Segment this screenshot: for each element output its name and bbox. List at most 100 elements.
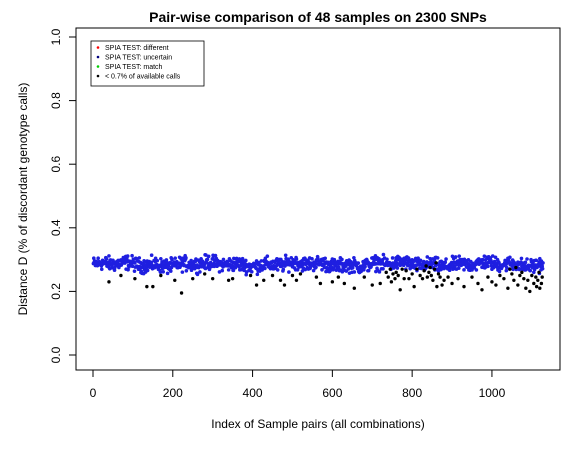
data-point <box>300 269 305 273</box>
x-tick-label: 200 <box>163 386 183 400</box>
data-point <box>107 280 111 284</box>
data-point <box>255 272 260 277</box>
data-point <box>510 272 514 276</box>
data-point <box>254 283 259 287</box>
x-tick-label: 1000 <box>479 386 506 400</box>
data-point <box>386 275 390 279</box>
data-point <box>525 257 529 261</box>
data-point <box>207 267 212 272</box>
data-point <box>275 268 280 272</box>
data-point <box>456 276 460 281</box>
legend-box <box>90 40 205 87</box>
data-point <box>377 270 382 274</box>
data-point <box>453 255 458 259</box>
data-point <box>125 254 130 258</box>
data-point <box>231 268 236 273</box>
data-point <box>159 256 163 261</box>
data-point <box>328 268 333 273</box>
data-point <box>221 257 226 262</box>
data-point <box>352 286 357 290</box>
data-point <box>393 258 398 263</box>
data-point <box>494 283 498 287</box>
data-point <box>342 281 347 286</box>
data-point <box>130 264 135 268</box>
x-tick-label: 800 <box>402 386 422 400</box>
data-point <box>447 268 452 273</box>
data-point <box>462 268 466 272</box>
data-point <box>480 257 485 262</box>
data-point <box>504 265 509 270</box>
data-point <box>352 270 357 274</box>
data-point <box>112 268 117 273</box>
data-point <box>137 256 142 260</box>
data-point <box>226 268 231 272</box>
data-point <box>502 276 506 281</box>
data-point <box>99 267 104 272</box>
data-point <box>370 283 374 287</box>
data-point <box>262 278 266 282</box>
data-point <box>147 265 152 270</box>
data-point <box>282 283 287 287</box>
data-point <box>195 272 200 277</box>
data-point <box>270 273 275 278</box>
data-point <box>213 253 218 258</box>
data-point <box>189 258 193 263</box>
legend-label: SPIA TEST: uncertain <box>105 55 172 62</box>
data-point <box>398 288 402 292</box>
data-point <box>402 276 406 281</box>
data-point <box>378 281 382 286</box>
data-point <box>482 254 487 258</box>
data-point <box>516 283 520 287</box>
data-point <box>407 276 411 281</box>
data-point <box>524 286 528 290</box>
data-point <box>313 262 318 266</box>
data-point <box>314 275 319 279</box>
data-point <box>536 278 540 282</box>
y-tick-label: 1.0 <box>49 28 63 45</box>
series--0-7-of-available-calls <box>107 261 544 295</box>
data-point <box>450 281 454 286</box>
data-point <box>249 269 254 274</box>
data-point <box>493 255 498 260</box>
data-point <box>490 254 495 258</box>
data-point <box>130 253 134 258</box>
data-point <box>389 280 394 284</box>
data-point <box>165 271 170 276</box>
data-point <box>498 273 502 278</box>
data-point <box>191 276 195 281</box>
data-point <box>294 257 299 261</box>
data-point <box>442 278 446 282</box>
x-tick-label: 600 <box>322 386 342 400</box>
data-point <box>422 269 426 273</box>
data-point <box>225 260 230 265</box>
data-point <box>316 257 320 261</box>
data-point <box>283 253 288 258</box>
data-point <box>400 267 404 271</box>
data-point <box>381 252 386 257</box>
data-point <box>446 275 450 279</box>
data-point <box>119 273 123 278</box>
data-point <box>512 278 516 282</box>
legend: SPIA TEST: different SPIA TEST: uncertain… <box>90 40 205 87</box>
y-axis-label: Distance D (% of discordant genotype cal… <box>16 83 30 316</box>
data-point <box>263 266 267 271</box>
data-point <box>497 269 502 274</box>
data-point <box>388 267 392 271</box>
data-point <box>184 256 188 260</box>
data-point <box>168 269 173 273</box>
data-point <box>438 275 442 279</box>
legend-marker <box>96 74 100 78</box>
data-point <box>432 267 437 271</box>
data-point <box>486 264 490 269</box>
data-point <box>508 267 512 271</box>
data-point <box>352 255 356 260</box>
data-point <box>203 272 207 276</box>
data-point <box>532 281 536 286</box>
data-point <box>506 286 510 290</box>
data-point <box>486 275 490 279</box>
data-point <box>180 270 185 274</box>
data-point <box>428 265 432 270</box>
data-point <box>133 276 137 281</box>
data-point <box>384 270 388 275</box>
